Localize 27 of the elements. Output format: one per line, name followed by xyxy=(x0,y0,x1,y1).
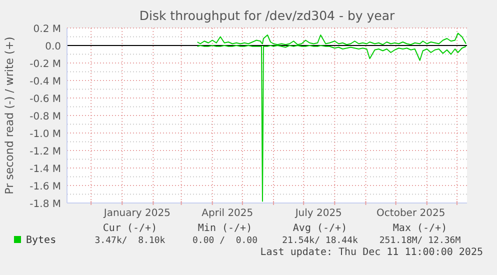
text: Max (-/+) xyxy=(392,223,448,234)
y-tick-label: -1.2 M xyxy=(30,146,61,158)
y-tick-label: 0.2 M xyxy=(33,24,61,35)
y-tick-label: -1.8 M xyxy=(30,199,61,210)
text: Min (-/+) xyxy=(198,223,252,234)
x-tick-label: January 2025 xyxy=(102,208,170,219)
y-tick-label: -0.2 M xyxy=(30,59,61,70)
text: Avg (-/+) xyxy=(292,223,348,234)
text: 3.47k/ 8.10k xyxy=(94,236,166,246)
y-tick-label: -0.8 M xyxy=(30,112,61,122)
y-tick-label: -0.6 M xyxy=(30,94,61,105)
chart-title: Disk throughput for /dev/zd304 - by year xyxy=(139,8,396,23)
x-tick-label: October 2025 xyxy=(376,208,446,219)
text: Last update: Thu Dec 11 11:00:00 2025 xyxy=(260,247,483,258)
y-axis-title: Pr second read (-) / write (+) xyxy=(3,36,16,194)
text: 251.18M/ 12.36M xyxy=(379,236,462,246)
legend-label: Bytes xyxy=(26,235,56,246)
y-tick-label: -1.4 M xyxy=(30,164,61,175)
x-tick-label: April 2025 xyxy=(202,208,254,219)
text: 0.00 / 0.00 xyxy=(192,236,258,246)
y-tick-label: -1.0 M xyxy=(30,129,61,140)
y-tick-label: -0.4 M xyxy=(30,76,61,88)
text: 21.54k/ 18.44k xyxy=(282,236,359,246)
y-tick-label: -1.6 M xyxy=(30,182,61,192)
y-tick-label: 0.0 xyxy=(45,42,61,52)
text: Cur (-/+) xyxy=(102,223,158,234)
x-tick-label: July 2025 xyxy=(294,208,342,219)
